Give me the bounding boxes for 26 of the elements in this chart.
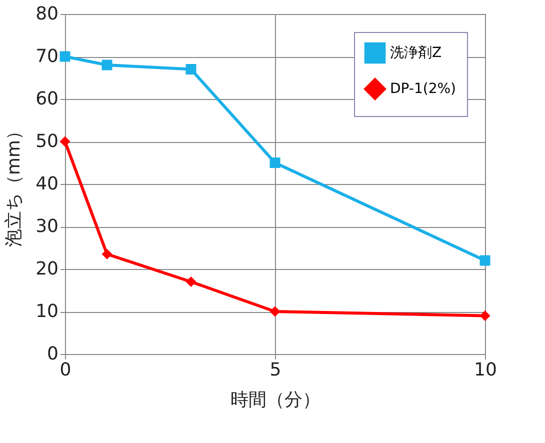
y-tick-label: 80	[36, 4, 58, 24]
x-tick-label: 0	[60, 360, 72, 380]
point	[270, 306, 280, 317]
point	[102, 248, 112, 260]
point	[186, 276, 196, 287]
point	[102, 60, 112, 70]
point	[270, 158, 280, 168]
x-tick-label: 10	[474, 360, 497, 380]
point	[60, 51, 70, 62]
point	[480, 255, 490, 266]
point	[480, 310, 490, 321]
y-tick-label: 10	[36, 301, 58, 322]
legend-label: 洗浄剤Z	[390, 45, 442, 61]
y-tick-label: 30	[36, 216, 58, 237]
y-axis-title: 泡立ち（mm）	[4, 122, 25, 248]
y-tick-label: 0	[47, 344, 58, 364]
x-tick-label: 5	[270, 360, 282, 380]
y-tick-label: 50	[36, 131, 58, 152]
point	[186, 64, 196, 74]
y-tick-label: 20	[36, 258, 58, 280]
y-tick-label: 70	[36, 46, 58, 67]
x-axis-title: 時間（分）	[230, 390, 320, 410]
legend-label: DP-1(2%)	[390, 81, 456, 97]
y-tick-label: 60	[36, 88, 58, 110]
y-tick-label: 40	[36, 174, 58, 194]
point	[60, 136, 70, 147]
